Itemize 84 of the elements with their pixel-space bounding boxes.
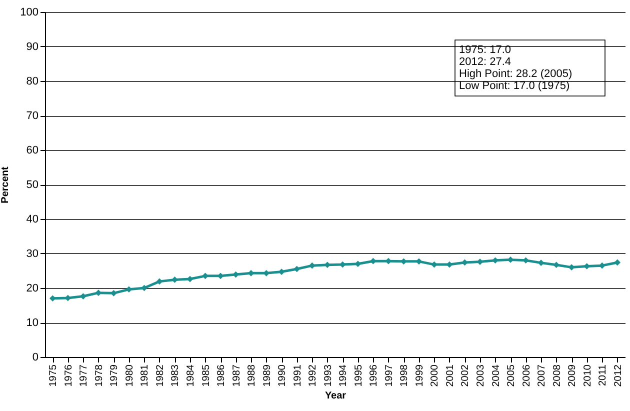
point: [400, 258, 407, 265]
x-tick-label: 1975: [48, 364, 60, 387]
x-tick-label: 2009: [567, 364, 578, 387]
x-tick-label: 1978: [94, 364, 105, 387]
x-tick-label: 1989: [262, 364, 273, 387]
point: [278, 268, 285, 275]
point: [186, 276, 194, 282]
point: [217, 272, 224, 280]
x-tick-label: 1994: [338, 364, 350, 387]
x-tick-label: 1985: [200, 364, 212, 387]
y-tick-label: 80: [26, 76, 38, 88]
point: [156, 278, 163, 285]
point: [431, 261, 438, 268]
point: [446, 261, 453, 268]
point: [141, 284, 148, 292]
x-tick-label: 1988: [246, 364, 258, 387]
x-tick-label: 1977: [78, 364, 90, 387]
point: [294, 266, 300, 272]
x-tick-label: 1980: [124, 364, 136, 387]
x-tick-label: 1998: [399, 364, 410, 387]
x-tick-label: 1987: [231, 364, 242, 387]
point: [462, 259, 468, 266]
x-tick-label: 1992: [308, 364, 319, 387]
annotation: High Point: 28.2 (2005): [459, 68, 572, 80]
x-tick-label: 1976: [63, 364, 74, 387]
x-axis-title: Year: [324, 390, 346, 402]
point: [492, 257, 498, 264]
x-tick-label: 2005: [506, 364, 518, 387]
x-tick-label: 2007: [536, 364, 548, 387]
point: [568, 264, 575, 270]
x-tick-label: 2001: [444, 364, 456, 387]
point: [49, 295, 56, 302]
point: [553, 262, 560, 268]
x-tick-label: 2000: [430, 364, 441, 387]
annotation: Low Point: 17.0 (1975): [459, 80, 570, 92]
point: [614, 259, 621, 266]
point: [248, 270, 254, 276]
y-tick-label: 0: [32, 352, 38, 364]
x-tick-label: 1979: [109, 364, 120, 387]
y-tick-label: 10: [26, 317, 38, 329]
point: [354, 260, 362, 268]
x-tick-label: 2002: [460, 364, 472, 387]
point: [95, 290, 102, 296]
x-tick-label: 2010: [582, 364, 594, 387]
x-tick-label: 1997: [384, 364, 395, 387]
x-tick-label: 1996: [368, 364, 380, 387]
y-tick-label: 20: [26, 282, 38, 294]
y-tick-label: 30: [26, 248, 38, 260]
point: [202, 272, 208, 280]
y-tick-label: 90: [26, 41, 38, 53]
x-tick-label: 1991: [292, 364, 304, 387]
x-tick-label: 1986: [216, 364, 228, 387]
point: [370, 258, 376, 264]
x-tick-label: 1999: [414, 364, 426, 387]
y-axis-title: Percent: [0, 166, 12, 204]
point: [584, 263, 590, 270]
y-tick-label: 60: [26, 144, 38, 156]
x-tick-label: 1983: [170, 364, 182, 387]
point: [308, 262, 316, 269]
x-tick-label: 1984: [186, 364, 196, 387]
point: [476, 258, 484, 265]
point: [232, 271, 239, 278]
x-tick-label: 1982: [154, 364, 166, 387]
point: [80, 293, 86, 300]
y-tick-label: 70: [26, 110, 38, 122]
annotation: 2012: 27.4: [459, 56, 511, 68]
y-tick-label: 40: [26, 214, 38, 226]
y-tick-label: 50: [26, 179, 38, 191]
x-tick-label: 1981: [140, 364, 151, 387]
x-tick-label: 2008: [552, 364, 563, 387]
point: [522, 257, 529, 264]
x-tick-label: 2011: [598, 364, 609, 386]
x-tick-label: 2006: [521, 364, 532, 387]
point: [416, 258, 422, 265]
x-tick-label: 1995: [353, 364, 364, 387]
point: [538, 260, 544, 266]
point: [126, 286, 132, 293]
x-tick-label: 2012: [612, 364, 624, 387]
annotation: 1975: 17.0: [459, 44, 511, 56]
x-tick-label: 2003: [476, 364, 486, 387]
x-tick-label: 1990: [277, 364, 288, 387]
y-tick-label: 100: [20, 6, 38, 18]
x-tick-label: 1993: [322, 364, 334, 387]
x-tick-label: 2004: [490, 364, 502, 387]
